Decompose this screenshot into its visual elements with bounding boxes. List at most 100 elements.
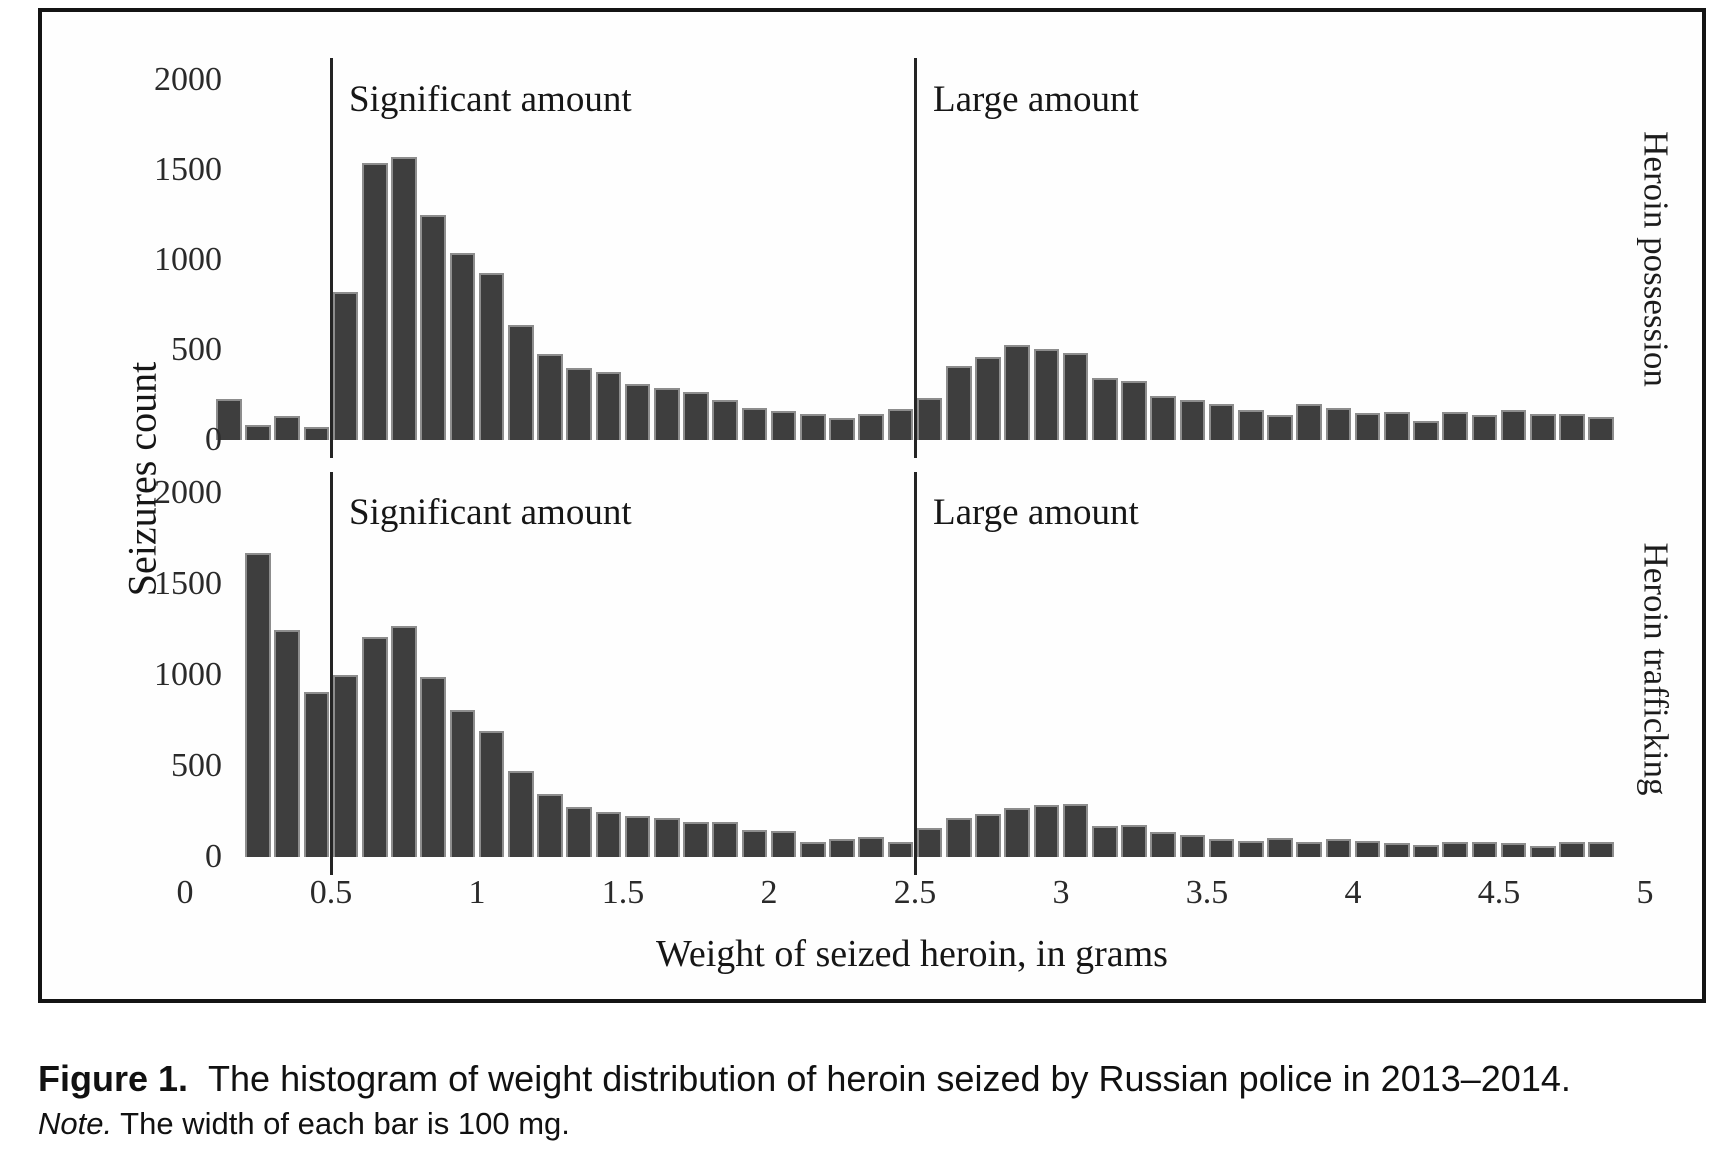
- histogram-bar: [420, 215, 446, 440]
- large-amount-label: Large amount: [933, 79, 1139, 120]
- x-tick-label: 4: [1344, 874, 1362, 911]
- histogram-bar: [478, 272, 505, 440]
- histogram-bar: [1150, 395, 1176, 440]
- y-tick-label: 0: [205, 421, 222, 458]
- histogram-bar: [1062, 352, 1089, 440]
- x-tick-label: 1: [468, 874, 486, 911]
- histogram-bar: [654, 387, 680, 440]
- histogram-bar: [624, 816, 651, 857]
- histogram-bar: [887, 842, 914, 857]
- histogram-bar: [595, 371, 622, 440]
- y-tick-label: 2000: [154, 61, 222, 98]
- x-tick-label: 1.5: [601, 874, 645, 911]
- x-tick-label: 3: [1052, 874, 1070, 911]
- histogram-bar: [449, 252, 476, 440]
- histogram-bar: [595, 812, 622, 857]
- histogram-bar: [946, 817, 972, 857]
- y-tick-label: 1000: [154, 241, 222, 278]
- histogram-bar: [1004, 344, 1030, 440]
- histogram-bar: [245, 424, 271, 440]
- histogram-bar: [1588, 842, 1614, 857]
- caption-figure-label: Figure 1.: [38, 1058, 189, 1099]
- histogram-bar: [1471, 414, 1498, 440]
- histogram-bar: [1354, 840, 1381, 857]
- histogram-bar: [1033, 805, 1060, 857]
- significant-amount-line: [329, 472, 333, 875]
- histogram-bar: [1208, 404, 1235, 440]
- histogram-bar: [362, 162, 388, 440]
- significant-amount-label: Significant amount: [349, 492, 632, 533]
- histogram-bar: [858, 836, 884, 857]
- histogram-bar: [1004, 807, 1030, 857]
- histogram-bar: [478, 731, 505, 857]
- histogram-bar: [1559, 842, 1585, 857]
- histogram-bar: [1442, 412, 1468, 440]
- x-axis-title: Weight of seized heroin, in grams: [656, 933, 1168, 975]
- histogram-bar: [712, 822, 738, 857]
- histogram-bar: [1092, 826, 1118, 857]
- histogram-bar: [1208, 838, 1235, 857]
- histogram-bar: [1530, 413, 1556, 440]
- histogram-bar: [975, 814, 1001, 857]
- x-tick-label: 0: [176, 874, 194, 911]
- histogram-bar: [1471, 842, 1498, 857]
- histogram-bar: [1267, 414, 1293, 440]
- histogram-bar: [1384, 843, 1410, 857]
- histogram-bar: [449, 709, 476, 857]
- histogram-bar: [1559, 413, 1585, 440]
- y-tick-label: 500: [171, 331, 222, 368]
- x-tick-label: 3.5: [1185, 874, 1229, 911]
- significant-amount-label: Significant amount: [349, 79, 632, 120]
- histogram-bar: [1121, 825, 1147, 857]
- histogram-bar: [916, 827, 943, 857]
- histogram-bar: [1267, 837, 1293, 857]
- histogram-bar: [829, 418, 855, 440]
- histogram-bar: [858, 413, 884, 440]
- histogram-bar: [1179, 835, 1206, 857]
- histogram-bar: [537, 353, 563, 440]
- histogram-bar: [1354, 413, 1381, 440]
- histogram-bar: [975, 357, 1001, 440]
- large-amount-line: [913, 58, 917, 458]
- histogram-bar: [1179, 400, 1206, 440]
- histogram-bar: [916, 397, 943, 440]
- histogram-bar: [1530, 846, 1556, 857]
- histogram-bar: [770, 411, 797, 440]
- histogram-bar: [1325, 407, 1352, 440]
- histogram-bar: [887, 408, 914, 440]
- histogram-bar: [683, 821, 709, 857]
- y-tick-label: 2000: [154, 474, 222, 511]
- histogram-bar: [800, 841, 826, 857]
- histogram-bar: [362, 636, 388, 857]
- histogram-bar: [508, 324, 534, 440]
- histogram-bar: [654, 817, 680, 857]
- histogram-bar: [566, 806, 592, 857]
- y-tick-label: 500: [171, 747, 222, 784]
- histogram-bar: [1062, 804, 1089, 857]
- histogram-bar: [1413, 421, 1439, 440]
- x-tick-label: 2.5: [893, 874, 937, 911]
- histogram-bar: [1325, 838, 1352, 857]
- histogram-bar: [391, 157, 417, 440]
- histogram-bar: [1413, 845, 1439, 857]
- histogram-bar: [420, 676, 446, 857]
- histogram-bar: [332, 292, 359, 440]
- histogram-bar: [274, 629, 300, 857]
- figure-border-box: 0 500 1000 1500 2000 Significant amount Large …: [38, 8, 1706, 1003]
- histogram-bar: [1033, 349, 1060, 440]
- histogram-bar: [245, 553, 271, 857]
- note-label: Note.: [38, 1106, 113, 1141]
- histogram-bar: [800, 413, 826, 440]
- note-text: The width of each bar is 100 mg.: [120, 1106, 570, 1141]
- large-amount-line: [913, 472, 917, 875]
- histogram-bar: [566, 368, 592, 440]
- histogram-bar: [1238, 840, 1264, 857]
- x-tick-label: 5: [1636, 874, 1654, 911]
- histogram-bar: [1296, 404, 1322, 440]
- histogram-bar: [274, 415, 300, 440]
- histogram-bar: [1121, 380, 1147, 440]
- x-tick-label: 2: [760, 874, 778, 911]
- histogram-bar: [712, 400, 738, 440]
- histogram-bar: [508, 770, 534, 857]
